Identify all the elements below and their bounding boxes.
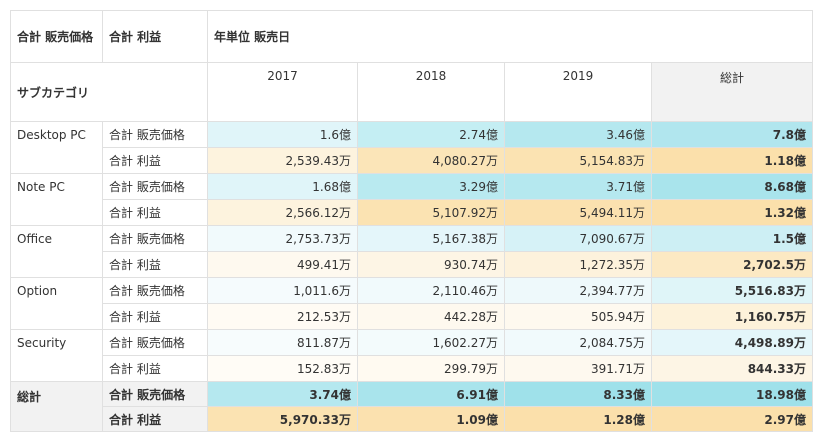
header-row: 合計 販売価格 合計 利益 年単位 販売日 bbox=[10, 10, 813, 63]
data-row: 総計 合計 販売価格 3.74億 6.91億 8.33億 18.98億 bbox=[10, 381, 813, 432]
value-cell: 5,970.33万 bbox=[207, 406, 358, 432]
column-header: 2019 bbox=[504, 62, 652, 122]
group-label: 総計 bbox=[10, 381, 103, 432]
measure-label: 合計 利益 bbox=[102, 147, 208, 174]
data-row: 合計 利益 152.83万 299.79万 391.71万 844.33万 bbox=[11, 355, 813, 382]
value-cell: 1.5億 bbox=[651, 225, 813, 252]
value-cell: 152.83万 bbox=[207, 355, 358, 382]
pivot-table: 合計 販売価格 合計 利益 年単位 販売日 サブカテゴリ 2017 2018 2… bbox=[10, 10, 813, 432]
value-cell: 299.79万 bbox=[357, 355, 505, 382]
row-field: 合計 販売価格 bbox=[10, 10, 103, 63]
measure-label: 合計 利益 bbox=[102, 199, 208, 226]
data-row: 合計 利益 212.53万 442.28万 505.94万 1,160.75万 bbox=[11, 303, 813, 330]
value-cell: 930.74万 bbox=[357, 251, 505, 278]
value-cell: 5,154.83万 bbox=[504, 147, 652, 174]
value-cell: 4,498.89万 bbox=[651, 329, 813, 356]
value-cell: 8.33億 bbox=[504, 381, 652, 407]
measure-label: 合計 利益 bbox=[102, 303, 208, 330]
value-cell: 5,516.83万 bbox=[651, 277, 813, 304]
data-row: Option 合計 販売価格 1,011.6万 2,110.46万 2,394.77万 5… bbox=[10, 277, 813, 330]
value-cell: 5,167.38万 bbox=[357, 225, 505, 252]
value-cell: 212.53万 bbox=[207, 303, 358, 330]
value-cell: 2,084.75万 bbox=[504, 329, 652, 356]
value-cell: 5,107.92万 bbox=[357, 199, 505, 226]
measure-label: 合計 利益 bbox=[102, 251, 208, 278]
value-cell: 2,566.12万 bbox=[207, 199, 358, 226]
value-cell: 8.68億 bbox=[651, 173, 813, 200]
value-cell: 1,011.6万 bbox=[207, 277, 358, 304]
column-header: 2018 bbox=[357, 62, 505, 122]
column-header: 2017 bbox=[207, 62, 358, 122]
header-row: サブカテゴリ 2017 2018 2019 総計 bbox=[10, 62, 813, 122]
data-row: 合計 利益 2,539.43万 4,080.27万 5,154.83万 1.18億 bbox=[11, 147, 813, 174]
data-row: Desktop PC 合計 販売価格 1.6億 2.74億 3.46億 7.8億 bbox=[10, 121, 813, 174]
value-cell: 3.29億 bbox=[357, 173, 505, 200]
value-cell: 505.94万 bbox=[504, 303, 652, 330]
measure-label: 合計 利益 bbox=[102, 355, 208, 382]
value-cell: 4,080.27万 bbox=[357, 147, 505, 174]
value-cell: 499.41万 bbox=[207, 251, 358, 278]
value-cell: 1.32億 bbox=[651, 199, 813, 226]
group-label: Security bbox=[10, 329, 103, 382]
value-cell: 1.68億 bbox=[207, 173, 358, 200]
measure-label: 合計 販売価格 bbox=[102, 225, 208, 252]
value-cell: 7.8億 bbox=[651, 121, 813, 148]
value-cell: 7,090.67万 bbox=[504, 225, 652, 252]
value-cell: 1,272.35万 bbox=[504, 251, 652, 278]
group-label: Desktop PC bbox=[10, 121, 103, 174]
measure-label: 合計 販売価格 bbox=[102, 381, 208, 407]
value-cell: 1.6億 bbox=[207, 121, 358, 148]
value-cell: 3.46億 bbox=[504, 121, 652, 148]
value-cell: 1.28億 bbox=[504, 406, 652, 432]
group-label: Option bbox=[10, 277, 103, 330]
value-cell: 2,394.77万 bbox=[504, 277, 652, 304]
value-cell: 844.33万 bbox=[651, 355, 813, 382]
data-row: 合計 利益 2,566.12万 5,107.92万 5,494.11万 1.32億 bbox=[11, 199, 813, 226]
data-row: Security 合計 販売価格 811.87万 1,602.27万 2,084.75万… bbox=[10, 329, 813, 382]
value-cell: 1,160.75万 bbox=[651, 303, 813, 330]
data-row: Office 合計 販売価格 2,753.73万 5,167.38万 7,090.67万… bbox=[10, 225, 813, 278]
group-label: Note PC bbox=[10, 173, 103, 226]
value-cell: 2.97億 bbox=[651, 406, 813, 432]
value-cell: 442.28万 bbox=[357, 303, 505, 330]
value-cell: 18.98億 bbox=[651, 381, 813, 407]
value-cell: 2,539.43万 bbox=[207, 147, 358, 174]
value-cell: 2,110.46万 bbox=[357, 277, 505, 304]
value-cell: 5,494.11万 bbox=[504, 199, 652, 226]
value-cell: 1,602.27万 bbox=[357, 329, 505, 356]
value-cell: 811.87万 bbox=[207, 329, 358, 356]
measure-label: 合計 販売価格 bbox=[102, 121, 208, 148]
data-row: 合計 利益 499.41万 930.74万 1,272.35万 2,702.5万 bbox=[11, 251, 813, 278]
measure-label: 合計 販売価格 bbox=[102, 329, 208, 356]
measure-label: 合計 販売価格 bbox=[102, 173, 208, 200]
group-label: Office bbox=[10, 225, 103, 278]
measure-label: 合計 利益 bbox=[102, 406, 208, 432]
column-field: 年単位 販売日 bbox=[207, 10, 813, 63]
value-cell: 3.71億 bbox=[504, 173, 652, 200]
data-row: Note PC 合計 販売価格 1.68億 3.29億 3.71億 8.68億 bbox=[10, 173, 813, 226]
value-cell: 1.09億 bbox=[357, 406, 505, 432]
value-cell: 6.91億 bbox=[357, 381, 505, 407]
value-cell: 2,753.73万 bbox=[207, 225, 358, 252]
row-label: サブカテゴリ bbox=[10, 62, 208, 122]
value-cell: 3.74億 bbox=[207, 381, 358, 407]
data-row: 合計 利益 5,970.33万 1.09億 1.28億 2.97億 bbox=[11, 406, 813, 432]
value-cell: 2,702.5万 bbox=[651, 251, 813, 278]
value-cell: 2.74億 bbox=[357, 121, 505, 148]
column-header: 総計 bbox=[651, 62, 813, 122]
value-cell: 1.18億 bbox=[651, 147, 813, 174]
measure-label: 合計 販売価格 bbox=[102, 277, 208, 304]
value-cell: 391.71万 bbox=[504, 355, 652, 382]
row-field: 合計 利益 bbox=[102, 10, 208, 63]
